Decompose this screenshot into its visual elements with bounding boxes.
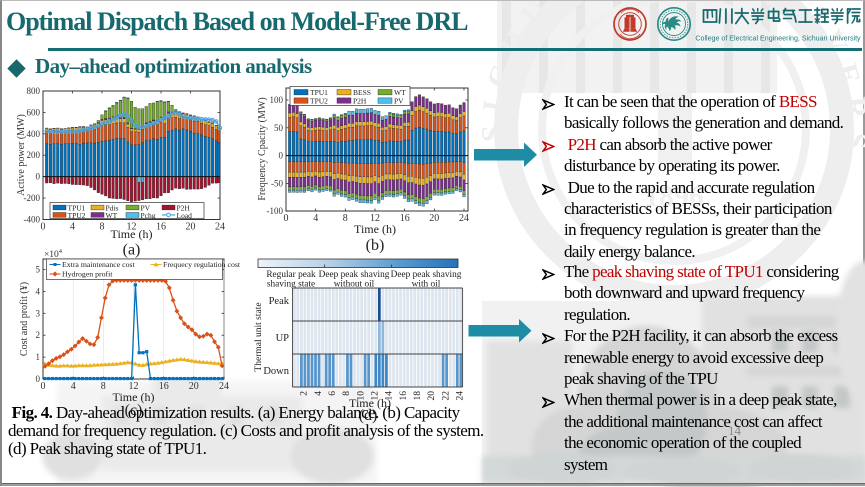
svg-text:Load: Load xyxy=(177,211,193,220)
svg-text:16: 16 xyxy=(400,213,410,224)
svg-text:20: 20 xyxy=(427,391,437,401)
svg-text:24: 24 xyxy=(456,391,466,401)
svg-text:4: 4 xyxy=(313,213,318,224)
svg-text:600: 600 xyxy=(27,107,41,117)
svg-text:2: 2 xyxy=(36,330,41,340)
svg-text:4: 4 xyxy=(71,381,76,392)
svg-text:-100: -100 xyxy=(267,206,284,216)
svg-text:Hydrogen profit: Hydrogen profit xyxy=(62,270,113,279)
svg-text:200: 200 xyxy=(27,150,41,160)
svg-text:0: 0 xyxy=(284,213,289,224)
svg-text:24: 24 xyxy=(459,213,469,224)
svg-text:Active power (MW): Active power (MW) xyxy=(16,114,27,196)
svg-text:8: 8 xyxy=(343,213,348,224)
svg-text:2: 2 xyxy=(300,391,310,396)
svg-text:20: 20 xyxy=(189,381,199,392)
svg-text:4: 4 xyxy=(70,222,75,233)
svg-text:Deep peak shaving: Deep peak shaving xyxy=(319,270,390,280)
svg-text:8: 8 xyxy=(100,222,105,233)
svg-text:Pchg: Pchg xyxy=(141,211,156,220)
svg-text:400: 400 xyxy=(27,129,41,139)
svg-text:16: 16 xyxy=(156,222,166,233)
svg-text:20: 20 xyxy=(186,222,196,233)
svg-text:Thermal unit state: Thermal unit state xyxy=(254,302,264,371)
svg-text:Cost and profit (¥): Cost and profit (¥) xyxy=(19,282,30,356)
svg-text:P2H: P2H xyxy=(353,97,367,106)
svg-text:18: 18 xyxy=(413,391,423,401)
svg-text:Frequecy regulation cost: Frequecy regulation cost xyxy=(163,260,241,269)
svg-text:Frequency Cpacity (MW): Frequency Cpacity (MW) xyxy=(257,97,268,200)
svg-text:5: 5 xyxy=(36,265,41,275)
svg-text:(b): (b) xyxy=(366,237,385,254)
svg-text:16: 16 xyxy=(159,381,169,392)
svg-text:50: 50 xyxy=(274,123,284,133)
svg-text:0: 0 xyxy=(41,381,46,392)
svg-text:Down: Down xyxy=(263,366,289,377)
svg-text:College of Electrical Engineer: College of Electrical Engineering, Sichu… xyxy=(695,35,861,43)
svg-text:TPU2: TPU2 xyxy=(68,211,86,220)
svg-text:Time (h): Time (h) xyxy=(354,222,396,236)
svg-text:0: 0 xyxy=(279,151,284,161)
svg-text:100: 100 xyxy=(270,95,284,105)
svg-text:UP: UP xyxy=(276,333,290,344)
svg-text:Regular peak: Regular peak xyxy=(266,270,316,280)
svg-text:6: 6 xyxy=(328,391,338,396)
svg-text:Deep peak shaving: Deep peak shaving xyxy=(391,270,462,280)
svg-text:800: 800 xyxy=(27,86,41,96)
svg-text:(a): (a) xyxy=(123,242,141,259)
svg-text:8: 8 xyxy=(101,381,106,392)
svg-text:WT: WT xyxy=(106,211,118,220)
svg-text:8: 8 xyxy=(342,391,352,396)
svg-text:24: 24 xyxy=(219,381,229,392)
svg-text:×104: ×104 xyxy=(44,248,63,260)
svg-text:Time (h): Time (h) xyxy=(111,227,153,241)
svg-text:0: 0 xyxy=(36,172,41,182)
svg-text:-50: -50 xyxy=(271,178,283,188)
svg-text:-400: -400 xyxy=(24,215,41,225)
svg-text:4: 4 xyxy=(314,391,324,396)
svg-text:22: 22 xyxy=(441,391,451,401)
svg-text:PV: PV xyxy=(394,97,404,106)
svg-text:24: 24 xyxy=(215,222,225,233)
svg-text:3: 3 xyxy=(36,308,41,318)
svg-text:Peak: Peak xyxy=(269,296,290,307)
svg-text:1: 1 xyxy=(36,352,41,362)
svg-text:20: 20 xyxy=(429,213,439,224)
svg-text:TPU2: TPU2 xyxy=(310,97,328,106)
svg-text:0: 0 xyxy=(41,222,46,233)
svg-text:Extra maintenance cost: Extra maintenance cost xyxy=(62,260,136,269)
svg-text:4: 4 xyxy=(36,286,41,296)
svg-text:16: 16 xyxy=(399,391,409,401)
